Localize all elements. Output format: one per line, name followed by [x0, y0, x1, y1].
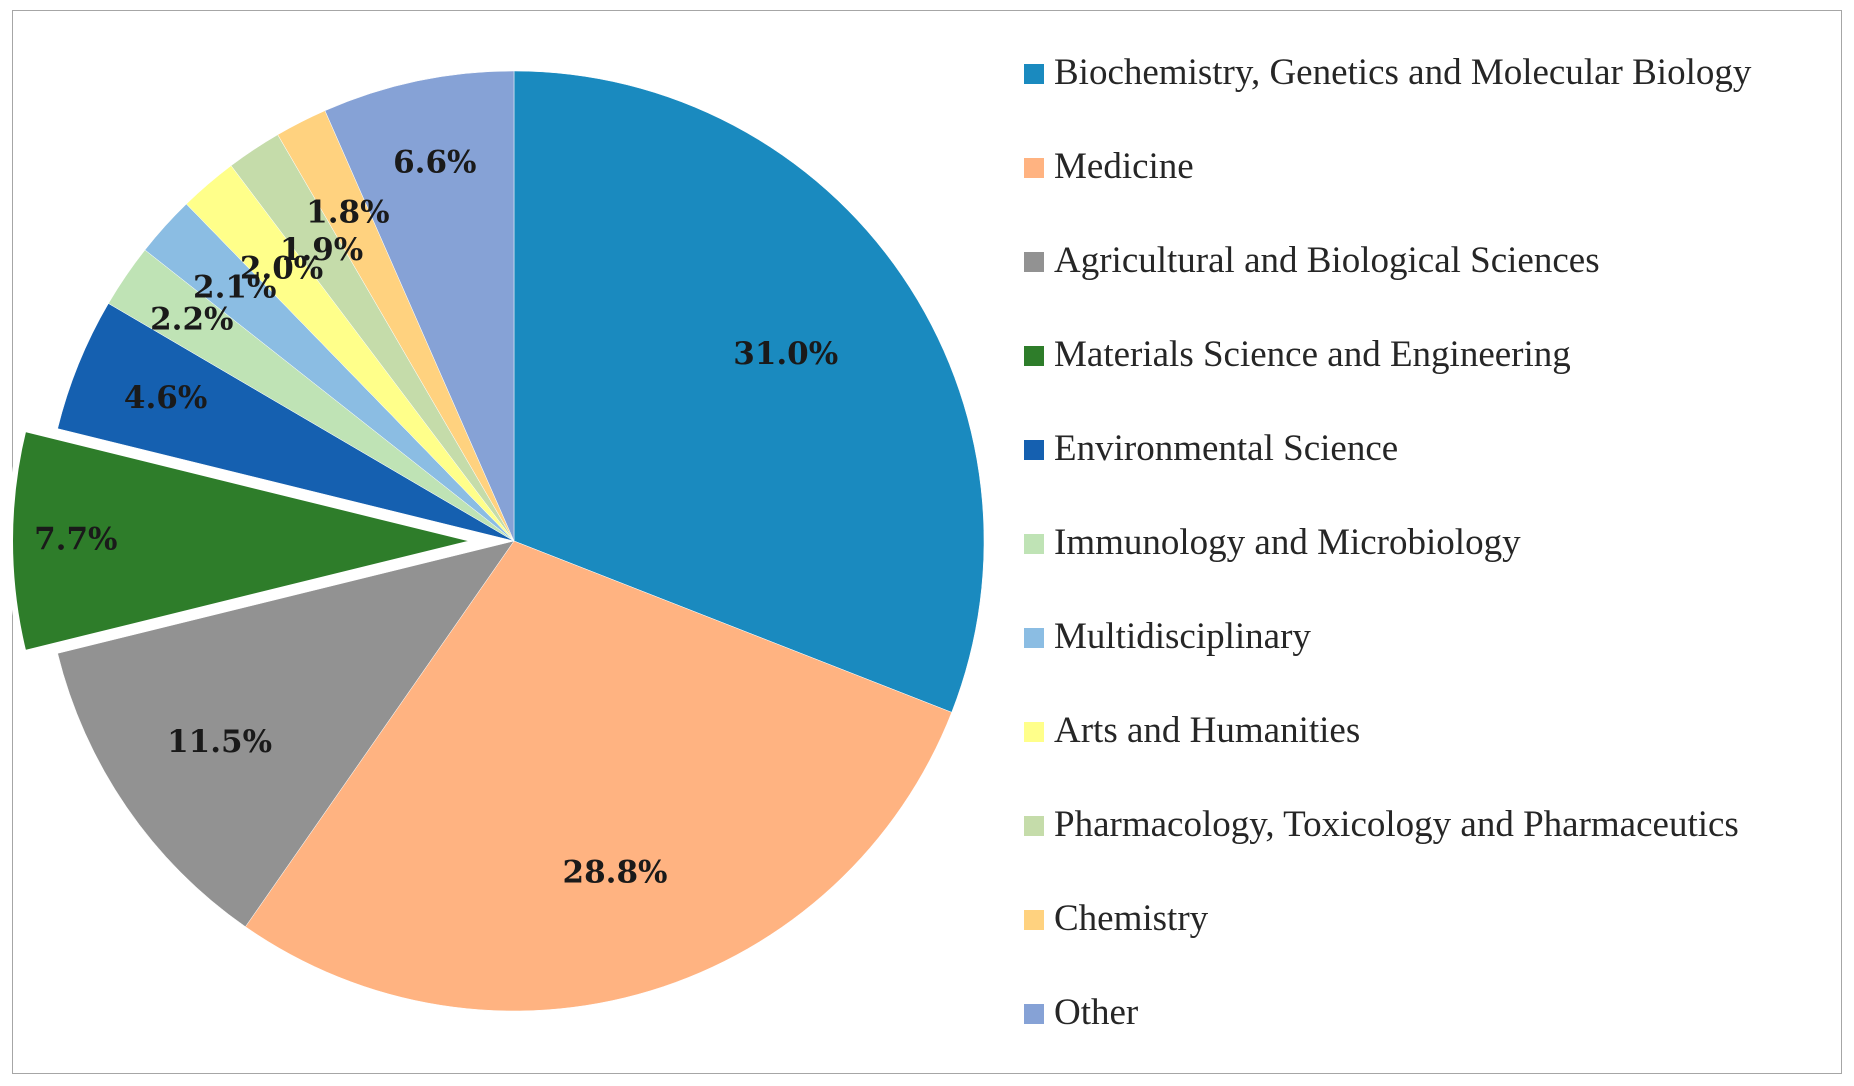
legend-item: Pharmacology, Toxicology and Pharmaceuti…	[1024, 802, 1844, 896]
legend-item: Medicine	[1024, 144, 1844, 238]
slice-data-label: 2.0%	[240, 250, 323, 286]
legend-label: Pharmacology, Toxicology and Pharmaceuti…	[1054, 804, 1739, 845]
legend-label: Immunology and Microbiology	[1054, 522, 1521, 563]
legend-swatch	[1024, 158, 1044, 178]
pie-slices	[7, 70, 985, 1012]
legend-item: Agricultural and Biological Sciences	[1024, 238, 1844, 332]
legend-label: Chemistry	[1054, 898, 1209, 939]
slice-data-label: 31.0%	[733, 336, 838, 372]
legend-item: Other	[1024, 990, 1844, 1084]
legend-swatch	[1024, 252, 1044, 272]
slice-data-label: 28.8%	[563, 854, 668, 890]
legend-item: Environmental Science	[1024, 426, 1844, 520]
pie-slice-4	[7, 425, 481, 657]
legend-swatch	[1024, 64, 1044, 84]
legend-label: Materials Science and Engineering	[1054, 334, 1571, 375]
slice-data-label: 7.7%	[34, 522, 117, 558]
slice-data-label: 4.6%	[124, 380, 207, 416]
slice-data-label: 6.6%	[393, 144, 476, 180]
legend-item: Biochemistry, Genetics and Molecular Bio…	[1024, 50, 1844, 144]
legend-item: Arts and Humanities	[1024, 708, 1844, 802]
legend-item: Immunology and Microbiology	[1024, 520, 1844, 614]
legend-label: Medicine	[1054, 146, 1194, 187]
legend-swatch	[1024, 440, 1044, 460]
legend-label: Arts and Humanities	[1054, 710, 1361, 751]
pie-slice-3	[57, 540, 515, 928]
slice-data-label: 1.8%	[306, 195, 389, 231]
legend-swatch	[1024, 534, 1044, 554]
legend-label: Multidisciplinary	[1054, 616, 1311, 657]
legend-label: Environmental Science	[1054, 428, 1399, 469]
legend-label: Agricultural and Biological Sciences	[1054, 240, 1600, 281]
slice-data-label: 11.5%	[167, 724, 272, 760]
legend-swatch	[1024, 910, 1044, 930]
legend-swatch	[1024, 816, 1044, 836]
legend-item: Multidisciplinary	[1024, 614, 1844, 708]
pie-slice-1	[513, 70, 985, 713]
pie-slice-11	[324, 70, 515, 542]
slice-data-label: 2.2%	[150, 302, 233, 338]
slice-data-label: 1.9%	[280, 232, 363, 268]
pie-slice-2	[245, 540, 952, 1012]
legend-item: Chemistry	[1024, 896, 1844, 990]
pie-data-labels: 31.0% 28.8% 11.5% 7.7% 4.6% 2.2%2.1%2.0%1.9%1…	[34, 144, 838, 890]
legend-item: Materials Science and Engineering	[1024, 332, 1844, 426]
legend-swatch	[1024, 1004, 1044, 1024]
legend-label: Biochemistry, Genetics and Molecular Bio…	[1054, 52, 1752, 93]
slice-data-label: 2.1%	[193, 270, 276, 306]
legend-swatch	[1024, 722, 1044, 742]
legend-swatch	[1024, 628, 1044, 648]
legend-swatch	[1024, 346, 1044, 366]
legend-label: Other	[1054, 992, 1139, 1033]
chart-legend: Biochemistry, Genetics and Molecular Bio…	[1024, 50, 1844, 1084]
